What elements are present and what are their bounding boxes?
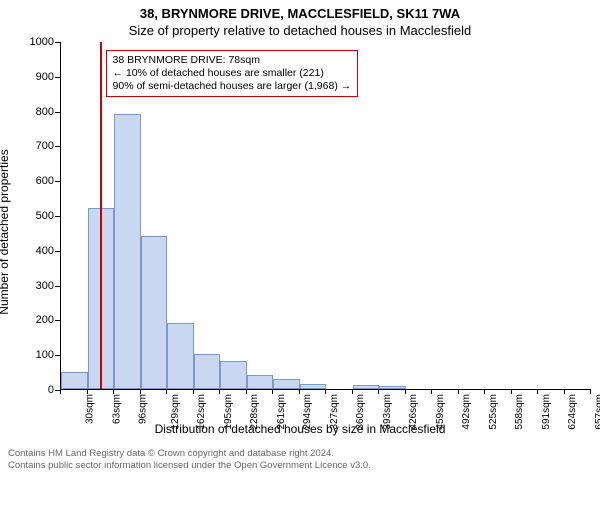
x-tick-mark (564, 389, 565, 394)
chart-container: Number of detached properties 0100200300… (60, 42, 590, 422)
x-tick-mark (219, 389, 220, 394)
x-tick-label: 63sqm (111, 394, 122, 424)
y-tick-label: 500 (36, 210, 54, 222)
annot-line2: ← 10% of detached houses are smaller (22… (113, 67, 352, 80)
x-tick-label: 129sqm (170, 394, 181, 430)
histogram-bar (194, 354, 221, 389)
x-tick-mark (193, 389, 194, 394)
x-tick-mark (458, 389, 459, 394)
y-tick-label: 0 (48, 384, 54, 396)
x-tick-label: 657sqm (594, 394, 600, 430)
plot-area: 38 BRYNMORE DRIVE: 78sqm ← 10% of detach… (60, 42, 590, 390)
x-tick-label: 195sqm (223, 394, 234, 430)
x-tick-label: 426sqm (408, 394, 419, 430)
x-tick-mark (405, 389, 406, 394)
x-tick-mark (246, 389, 247, 394)
y-tick-label: 400 (36, 245, 54, 257)
x-axis: 30sqm63sqm96sqm129sqm162sqm195sqm228sqm2… (60, 390, 590, 422)
footer-line2: Contains public sector information licen… (8, 460, 592, 472)
x-tick-mark (140, 389, 141, 394)
annot-line1: 38 BRYNMORE DRIVE: 78sqm (113, 54, 352, 67)
histogram-bar (167, 323, 194, 389)
y-tick-label: 1000 (30, 36, 54, 48)
x-tick-mark (113, 389, 114, 394)
histogram-bar (141, 236, 168, 389)
x-tick-mark (325, 389, 326, 394)
x-tick-label: 360sqm (355, 394, 366, 430)
x-tick-mark (87, 389, 88, 394)
x-tick-label: 96sqm (138, 394, 149, 424)
footer: Contains HM Land Registry data © Crown c… (8, 448, 592, 472)
y-axis-title: Number of detached properties (0, 149, 11, 314)
histogram-bar (300, 384, 327, 389)
y-axis: 01002003004005006007008009001000 (20, 42, 60, 390)
y-tick-label: 300 (36, 280, 54, 292)
x-tick-mark (431, 389, 432, 394)
x-tick-mark (299, 389, 300, 394)
x-tick-label: 327sqm (329, 394, 340, 430)
x-tick-label: 558sqm (514, 394, 525, 430)
histogram-bar (273, 379, 300, 389)
histogram-bar (61, 372, 88, 389)
x-tick-mark (352, 389, 353, 394)
x-axis-title: Distribution of detached houses by size … (0, 422, 600, 436)
x-tick-label: 162sqm (196, 394, 207, 430)
x-tick-label: 459sqm (435, 394, 446, 430)
page-title: 38, BRYNMORE DRIVE, MACCLESFIELD, SK11 7… (0, 6, 600, 21)
x-tick-mark (272, 389, 273, 394)
histogram-bar (379, 386, 406, 389)
annot-line3: 90% of semi-detached houses are larger (… (113, 80, 352, 93)
x-tick-mark (537, 389, 538, 394)
y-tick-label: 600 (36, 175, 54, 187)
histogram-bar (114, 114, 141, 389)
x-tick-label: 393sqm (382, 394, 393, 430)
x-tick-mark (378, 389, 379, 394)
y-tick-label: 700 (36, 140, 54, 152)
page-subtitle: Size of property relative to detached ho… (0, 23, 600, 38)
marker-line (100, 42, 102, 389)
y-tick-label: 200 (36, 314, 54, 326)
x-tick-mark (484, 389, 485, 394)
y-tick-label: 100 (36, 349, 54, 361)
x-tick-mark (60, 389, 61, 394)
x-tick-mark (166, 389, 167, 394)
histogram-bar (247, 375, 274, 389)
x-tick-label: 228sqm (249, 394, 260, 430)
x-tick-label: 492sqm (461, 394, 472, 430)
histogram-bar (220, 361, 247, 389)
x-tick-label: 525sqm (488, 394, 499, 430)
x-tick-label: 261sqm (276, 394, 287, 430)
x-tick-label: 30sqm (85, 394, 96, 424)
y-tick-label: 900 (36, 71, 54, 83)
x-tick-label: 294sqm (302, 394, 313, 430)
footer-line1: Contains HM Land Registry data © Crown c… (8, 448, 592, 460)
x-tick-mark (590, 389, 591, 394)
annotation-box: 38 BRYNMORE DRIVE: 78sqm ← 10% of detach… (106, 50, 359, 97)
histogram-bar (353, 385, 380, 389)
x-tick-mark (511, 389, 512, 394)
x-tick-label: 624sqm (567, 394, 578, 430)
x-tick-label: 591sqm (541, 394, 552, 430)
y-tick-label: 800 (36, 106, 54, 118)
